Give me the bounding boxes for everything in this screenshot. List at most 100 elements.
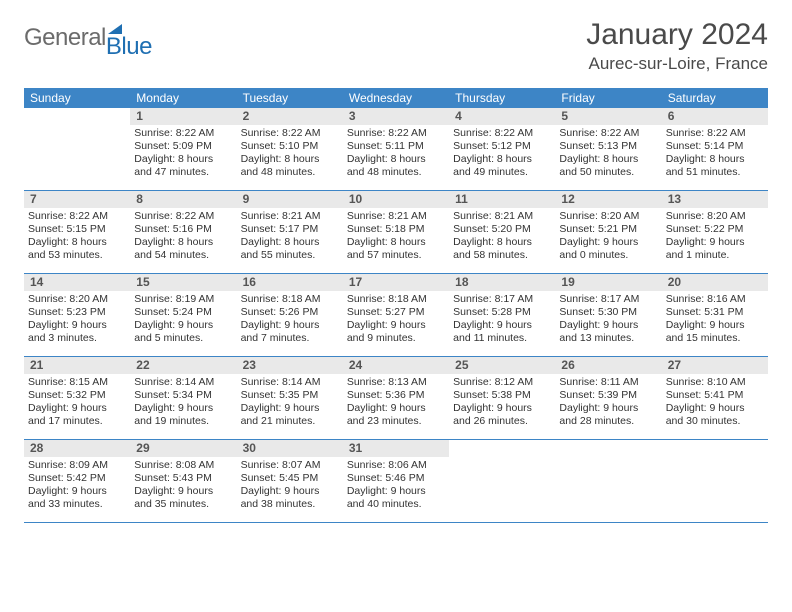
sunset: Sunset: 5:41 PM <box>666 389 764 402</box>
week-row: 28Sunrise: 8:09 AMSunset: 5:42 PMDayligh… <box>24 440 768 523</box>
sunset: Sunset: 5:32 PM <box>28 389 126 402</box>
daylight: Daylight: 9 hours and 35 minutes. <box>134 485 232 511</box>
logo: General Blue <box>24 18 152 61</box>
daylight: Daylight: 9 hours and 0 minutes. <box>559 236 657 262</box>
day-number: 1 <box>130 108 236 125</box>
day-number: 21 <box>24 357 130 374</box>
sunset: Sunset: 5:09 PM <box>134 140 232 153</box>
daylight: Daylight: 9 hours and 21 minutes. <box>241 402 339 428</box>
sunset: Sunset: 5:45 PM <box>241 472 339 485</box>
sunrise: Sunrise: 8:21 AM <box>241 210 339 223</box>
sunrise: Sunrise: 8:17 AM <box>559 293 657 306</box>
daylight: Daylight: 9 hours and 9 minutes. <box>347 319 445 345</box>
day-cell: 17Sunrise: 8:18 AMSunset: 5:27 PMDayligh… <box>343 274 449 356</box>
day-number: 30 <box>237 440 343 457</box>
day-number: 11 <box>449 191 555 208</box>
sunset: Sunset: 5:34 PM <box>134 389 232 402</box>
daylight: Daylight: 8 hours and 57 minutes. <box>347 236 445 262</box>
sunset: Sunset: 5:23 PM <box>28 306 126 319</box>
weeks: 1 Sunrise: 8:22 AM Sunset: 5:09 PM Daylight… <box>24 108 768 523</box>
day-body: Sunrise: 8:09 AMSunset: 5:42 PMDaylight:… <box>24 457 130 516</box>
day-cell: 22Sunrise: 8:14 AMSunset: 5:34 PMDayligh… <box>130 357 236 439</box>
weekday-friday: Friday <box>555 88 661 108</box>
week-row: 21Sunrise: 8:15 AMSunset: 5:32 PMDayligh… <box>24 357 768 440</box>
day-body: Sunrise: 8:15 AMSunset: 5:32 PMDaylight:… <box>24 374 130 433</box>
day-number: 23 <box>237 357 343 374</box>
day-number: 31 <box>343 440 449 457</box>
day-cell: 26Sunrise: 8:11 AMSunset: 5:39 PMDayligh… <box>555 357 661 439</box>
day-body: Sunrise: 8:17 AMSunset: 5:30 PMDaylight:… <box>555 291 661 350</box>
day-cell: 20Sunrise: 8:16 AMSunset: 5:31 PMDayligh… <box>662 274 768 356</box>
day-body: Sunrise: 8:06 AMSunset: 5:46 PMDaylight:… <box>343 457 449 516</box>
week-row: 7Sunrise: 8:22 AMSunset: 5:15 PMDaylight… <box>24 191 768 274</box>
sunrise: Sunrise: 8:11 AM <box>559 376 657 389</box>
sunrise: Sunrise: 8:15 AM <box>28 376 126 389</box>
sunrise: Sunrise: 8:21 AM <box>453 210 551 223</box>
sunset: Sunset: 5:14 PM <box>666 140 764 153</box>
weekday-wednesday: Wednesday <box>343 88 449 108</box>
day-cell: 30 Sunrise: 8:07 AMSunset: 5:45 PMDayligh… <box>237 440 343 522</box>
daylight: Daylight: 9 hours and 30 minutes. <box>666 402 764 428</box>
day-cell: 21Sunrise: 8:15 AMSunset: 5:32 PMDayligh… <box>24 357 130 439</box>
day-number: 3 <box>343 108 449 125</box>
daylight: Daylight: 8 hours and 54 minutes. <box>134 236 232 262</box>
day-cell: 16Sunrise: 8:18 AMSunset: 5:26 PMDayligh… <box>237 274 343 356</box>
day-number: 16 <box>237 274 343 291</box>
day-body: Sunrise: 8:21 AMSunset: 5:20 PMDaylight:… <box>449 208 555 267</box>
daylight: Daylight: 9 hours and 26 minutes. <box>453 402 551 428</box>
day-cell: 2Sunrise: 8:22 AMSunset: 5:10 PMDaylight… <box>237 108 343 190</box>
day-number: 20 <box>662 274 768 291</box>
sunset: Sunset: 5:21 PM <box>559 223 657 236</box>
day-number: 6 <box>662 108 768 125</box>
day-number: 18 <box>449 274 555 291</box>
title-block: January 2024 Aurec-sur-Loire, France <box>586 18 768 74</box>
day-cell <box>555 440 661 522</box>
day-body: Sunrise: 8:22 AMSunset: 5:10 PMDaylight:… <box>237 125 343 184</box>
day-body: Sunrise: 8:18 AMSunset: 5:27 PMDaylight:… <box>343 291 449 350</box>
sunset: Sunset: 5:27 PM <box>347 306 445 319</box>
day-body: Sunrise: 8:17 AMSunset: 5:28 PMDaylight:… <box>449 291 555 350</box>
day-cell: 3Sunrise: 8:22 AMSunset: 5:11 PMDaylight… <box>343 108 449 190</box>
sunrise: Sunrise: 8:20 AM <box>559 210 657 223</box>
weekday-sunday: Sunday <box>24 88 130 108</box>
sunset: Sunset: 5:12 PM <box>453 140 551 153</box>
daylight: Daylight: 9 hours and 40 minutes. <box>347 485 445 511</box>
day-cell: 29Sunrise: 8:08 AMSunset: 5:43 PMDayligh… <box>130 440 236 522</box>
sunrise: Sunrise: 8:07 AM <box>241 459 339 472</box>
day-cell: 12 Sunrise: 8:20 AMSunset: 5:21 PMDayligh… <box>555 191 661 273</box>
daylight: Daylight: 8 hours and 53 minutes. <box>28 236 126 262</box>
calendar: SundayMondayTuesdayWednesdayThursdayFrid… <box>24 88 768 523</box>
sunrise: Sunrise: 8:19 AM <box>134 293 232 306</box>
sunset: Sunset: 5:28 PM <box>453 306 551 319</box>
day-body: Sunrise: 8:22 AMSunset: 5:14 PMDaylight:… <box>662 125 768 184</box>
daylight: Daylight: 9 hours and 15 minutes. <box>666 319 764 345</box>
day-number: 24 <box>343 357 449 374</box>
sunset: Sunset: 5:17 PM <box>241 223 339 236</box>
sunset: Sunset: 5:13 PM <box>559 140 657 153</box>
day-cell <box>24 108 130 190</box>
day-number: 12 <box>555 191 661 208</box>
day-number: 17 <box>343 274 449 291</box>
daylight: Daylight: 9 hours and 7 minutes. <box>241 319 339 345</box>
day-body: Sunrise: 8:12 AMSunset: 5:38 PMDaylight:… <box>449 374 555 433</box>
sunrise: Sunrise: 8:22 AM <box>241 127 339 140</box>
sunrise: Sunrise: 8:13 AM <box>347 376 445 389</box>
day-cell: 28Sunrise: 8:09 AMSunset: 5:42 PMDayligh… <box>24 440 130 522</box>
week-row: 1Sunrise: 8:22 AMSunset: 5:09 PMDaylight… <box>24 108 768 191</box>
sunset: Sunset: 5:43 PM <box>134 472 232 485</box>
day-body: Sunrise: 8:22 AMSunset: 5:12 PMDaylight:… <box>449 125 555 184</box>
sunset: Sunset: 5:18 PM <box>347 223 445 236</box>
weekday-tuesday: Tuesday <box>237 88 343 108</box>
sunrise: Sunrise: 8:22 AM <box>453 127 551 140</box>
day-number: 9 <box>237 191 343 208</box>
sunset: Sunset: 5:15 PM <box>28 223 126 236</box>
daylight: Daylight: 8 hours and 58 minutes. <box>453 236 551 262</box>
day-cell <box>449 440 555 522</box>
day-body: Sunrise: 8:14 AMSunset: 5:34 PMDaylight:… <box>130 374 236 433</box>
day-cell: 6Sunrise: 8:22 AMSunset: 5:14 PMDaylight… <box>662 108 768 190</box>
day-number: 8 <box>130 191 236 208</box>
daylight: Daylight: 8 hours and 55 minutes. <box>241 236 339 262</box>
daylight: Daylight: 9 hours and 38 minutes. <box>241 485 339 511</box>
sunrise: Sunrise: 8:22 AM <box>28 210 126 223</box>
day-body: Sunrise: 8:22 AMSunset: 5:13 PMDaylight:… <box>555 125 661 184</box>
